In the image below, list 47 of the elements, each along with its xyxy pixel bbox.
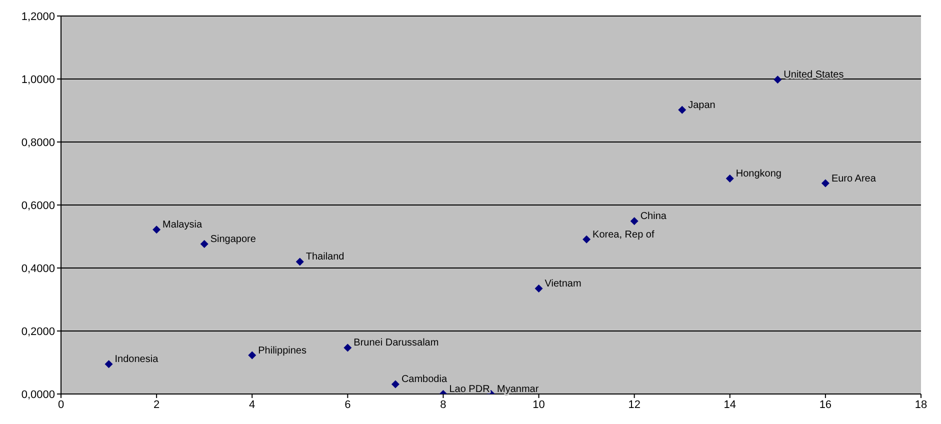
point <box>582 235 591 244</box>
point <box>344 344 352 352</box>
y-tick-label: 0,4000 <box>21 262 55 275</box>
x-tick-label: 6 <box>344 398 351 411</box>
annotation: Korea, Rep of <box>592 229 654 240</box>
point <box>200 240 208 248</box>
annotation: Hongkong <box>736 168 782 180</box>
point <box>774 76 782 84</box>
x-tick-label: 10 <box>532 398 545 411</box>
x-tick-label: 18 <box>914 398 928 411</box>
x-tick-label: 12 <box>628 398 640 411</box>
point <box>391 380 400 388</box>
y-tick-label: 0,6000 <box>21 200 55 212</box>
annotation: Philippines <box>258 345 306 356</box>
y-tick-label: 0,0000 <box>21 388 55 401</box>
annotation: Indonesia <box>114 354 159 366</box>
point <box>534 284 543 292</box>
annotation: Euro Area <box>831 173 876 184</box>
point <box>104 360 113 368</box>
x-tick-label: 0 <box>58 398 64 411</box>
x-tick-label: 14 <box>724 398 736 411</box>
annotation: Brunei Darussalam <box>354 338 439 349</box>
annotation: Japan <box>688 100 716 111</box>
annotation: Singapore <box>210 234 256 246</box>
x-tick-label: 16 <box>819 398 832 411</box>
point <box>726 174 734 183</box>
y-tick-label: 1,2000 <box>21 10 55 23</box>
point <box>296 258 304 266</box>
annotation: Lao PDR <box>449 384 490 395</box>
x-tick-label: 8 <box>440 398 446 411</box>
y-tick-label: 1,0000 <box>21 74 55 86</box>
point <box>152 226 161 234</box>
annotation: Thailand <box>306 252 344 263</box>
annotation: Malaysia <box>162 220 202 231</box>
point <box>248 351 256 360</box>
point <box>821 179 830 188</box>
annotation: Myanmar <box>497 384 540 395</box>
point <box>678 106 686 114</box>
annotation: Cambodia <box>401 374 448 386</box>
annotation: Vietnam <box>544 278 582 290</box>
point <box>630 217 638 226</box>
y-tick-label: 0,8000 <box>21 136 55 149</box>
y-tick-label: 0,2000 <box>21 326 55 338</box>
annotation: China <box>640 211 667 222</box>
x-tick-label: 2 <box>153 398 160 411</box>
x-tick-label: 4 <box>249 398 256 411</box>
annotation: United States <box>784 70 844 81</box>
